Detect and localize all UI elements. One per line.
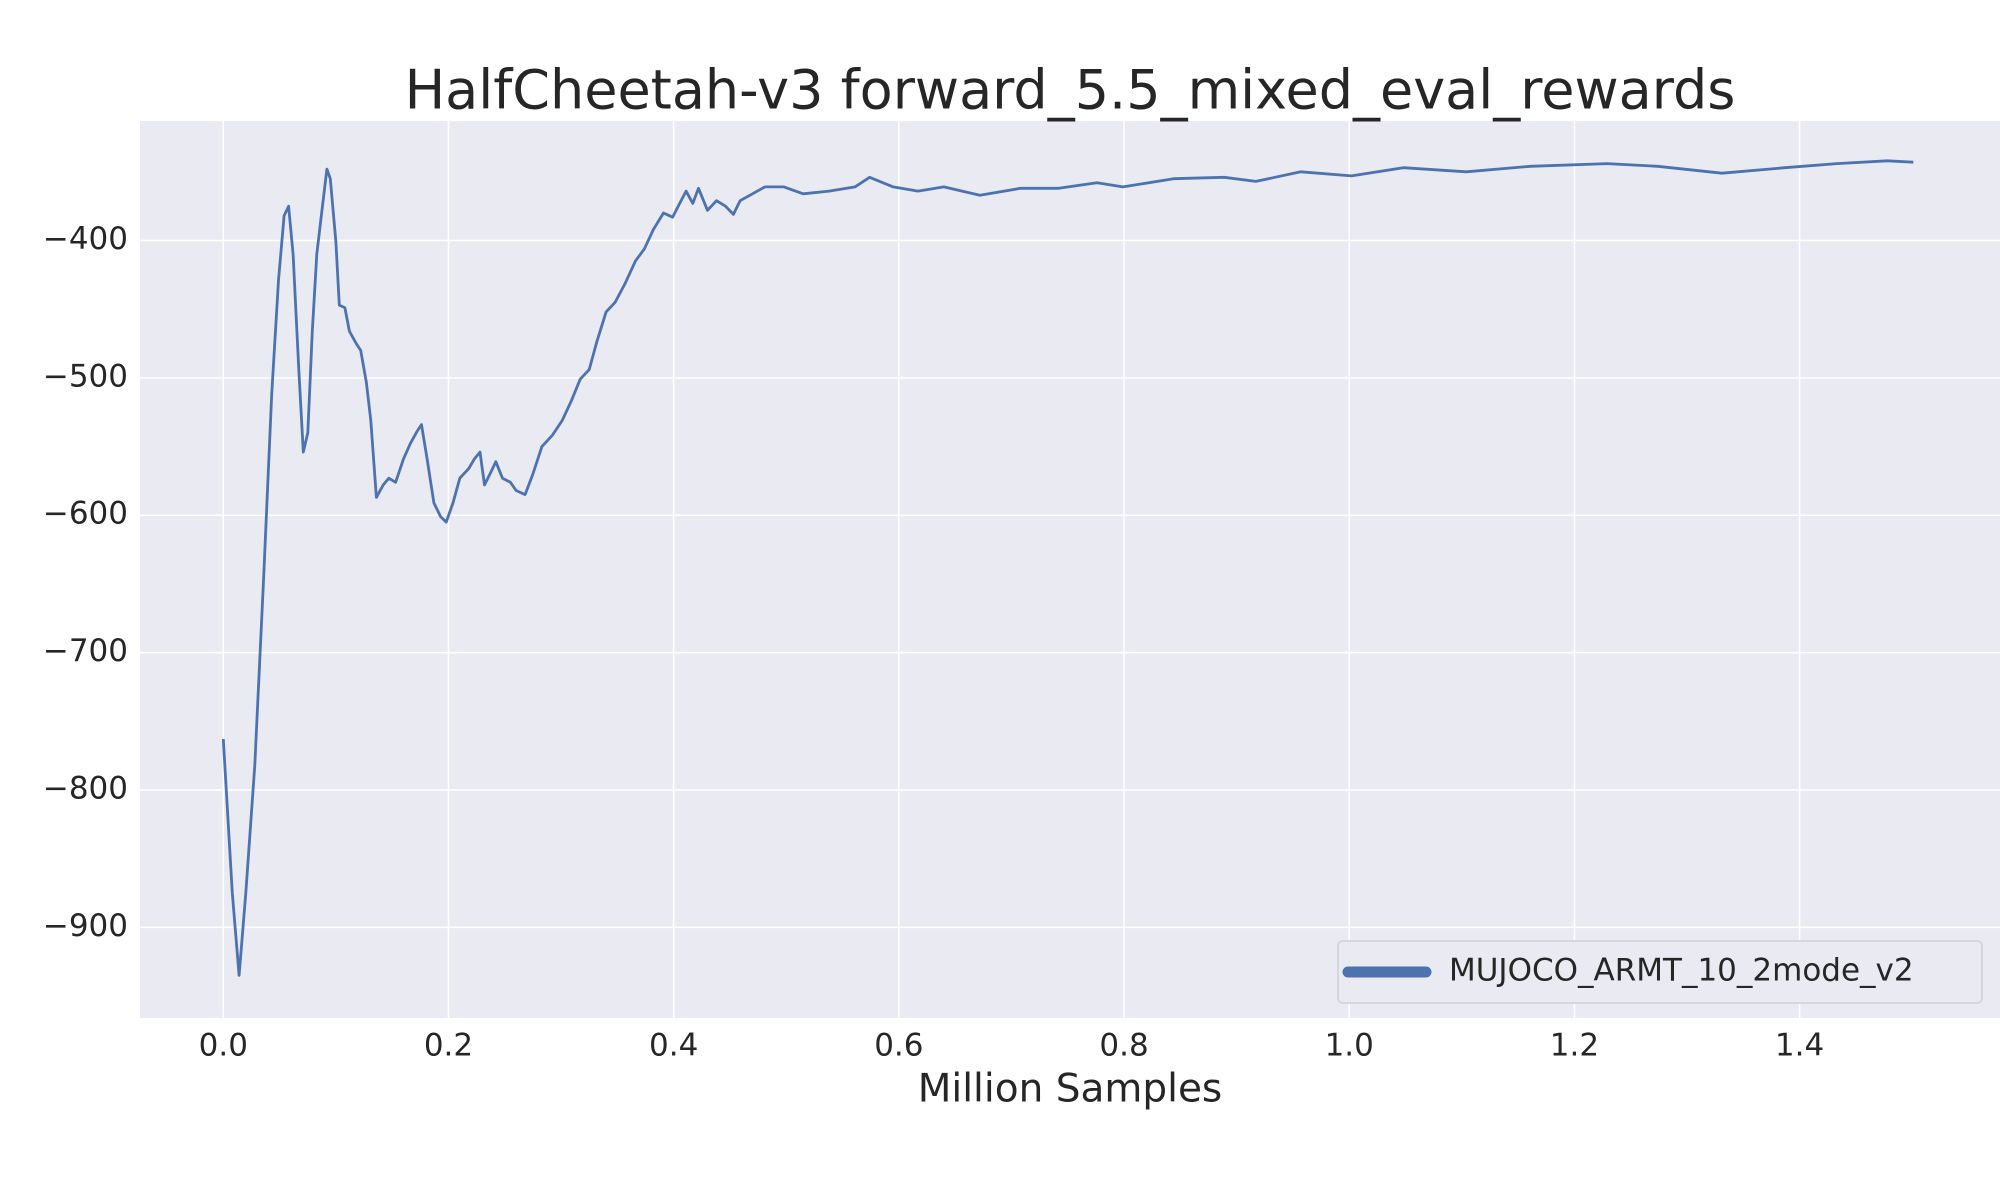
x-tick-label: 0.2 — [424, 1028, 473, 1064]
x-tick-label: 0.4 — [649, 1028, 698, 1064]
x-tick-label: 1.2 — [1550, 1028, 1599, 1064]
y-tick-label: −900 — [43, 908, 128, 944]
y-tick-label: −600 — [43, 496, 128, 532]
legend-label: MUJOCO_ARMT_10_2mode_v2 — [1449, 953, 1914, 989]
y-tick-label: −800 — [43, 770, 128, 806]
x-tick-label: 0.0 — [199, 1028, 248, 1064]
x-tick-label: 0.8 — [1099, 1028, 1148, 1064]
x-tick-label: 0.6 — [874, 1028, 923, 1064]
x-tick-label: 1.0 — [1325, 1028, 1374, 1064]
legend-box — [1337, 940, 1983, 1004]
x-axis-label: Million Samples — [918, 1067, 1223, 1112]
plot-area — [140, 121, 2000, 1018]
y-tick-label: −500 — [43, 358, 128, 394]
y-tick-label: −400 — [43, 221, 128, 257]
y-tick-label: −700 — [43, 633, 128, 669]
x-tick-label: 1.4 — [1775, 1028, 1824, 1064]
chart-title: HalfCheetah-v3 forward_5.5_mixed_eval_re… — [405, 59, 1736, 122]
data-line — [221, 159, 1914, 977]
